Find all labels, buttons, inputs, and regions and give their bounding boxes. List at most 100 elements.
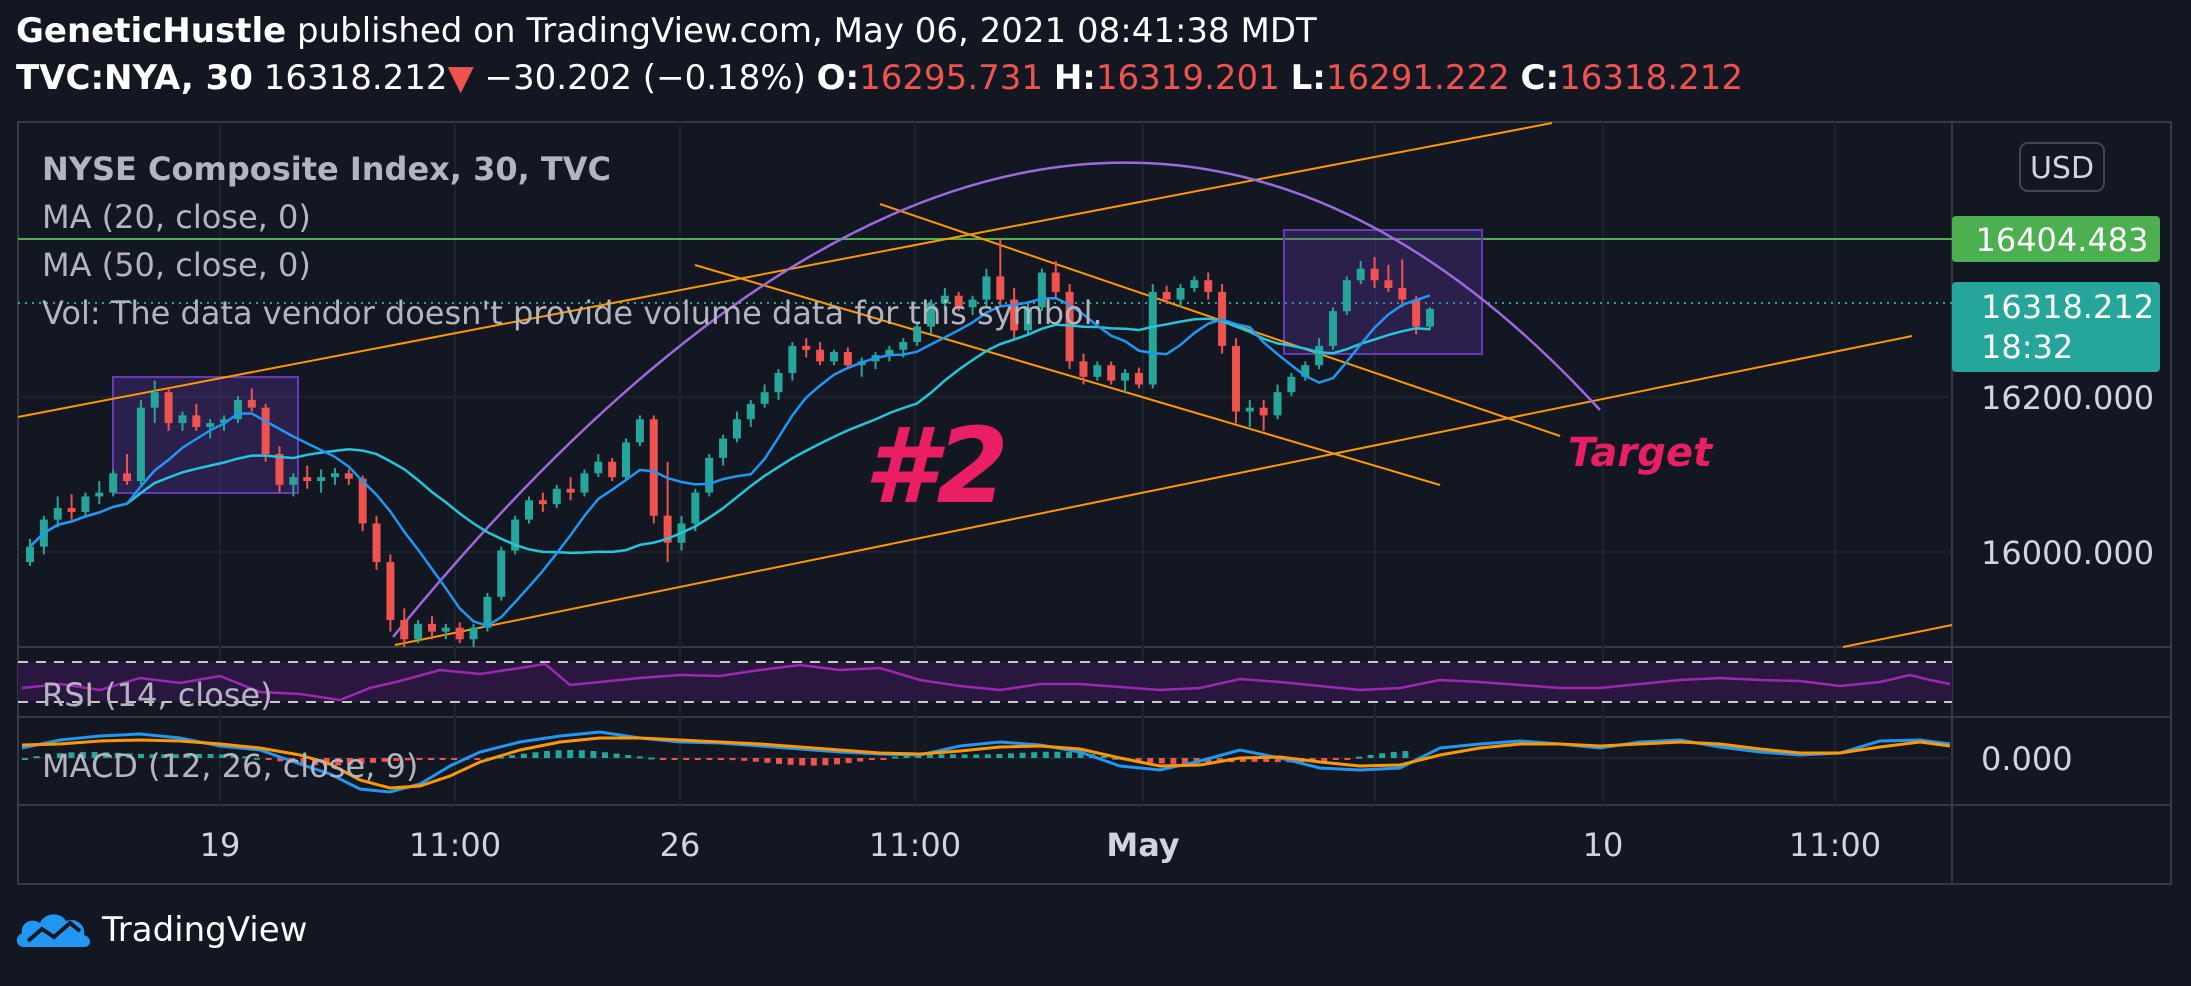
target-label[interactable]: Target: [1568, 430, 1714, 476]
candle-body[interactable]: [649, 419, 658, 516]
candle-body[interactable]: [427, 623, 436, 632]
candle-body[interactable]: [247, 399, 256, 408]
volume-legend[interactable]: Vol: The data vendor doesn't provide vol…: [42, 294, 1103, 332]
candle-body[interactable]: [303, 477, 312, 482]
candle-body[interactable]: [220, 419, 229, 424]
candle-body[interactable]: [1259, 407, 1268, 416]
candle-body[interactable]: [53, 508, 62, 520]
candle-body[interactable]: [150, 392, 159, 408]
candle-body[interactable]: [538, 500, 547, 505]
candle-body[interactable]: [663, 515, 672, 543]
candle-body[interactable]: [982, 276, 991, 300]
candle-body[interactable]: [1204, 280, 1213, 292]
candle-body[interactable]: [954, 295, 963, 308]
consolidation-box-right[interactable]: [1283, 229, 1483, 355]
candle-body[interactable]: [81, 496, 90, 512]
candle-body[interactable]: [1093, 365, 1102, 377]
candle-body[interactable]: [1287, 376, 1296, 393]
candle-body[interactable]: [1342, 280, 1351, 312]
ma50-legend[interactable]: MA (50, close, 0): [42, 246, 311, 284]
candle-body[interactable]: [164, 392, 173, 424]
candle-body[interactable]: [552, 488, 561, 505]
candle-body[interactable]: [691, 492, 700, 524]
candle-body[interactable]: [719, 438, 728, 458]
candle-body[interactable]: [760, 392, 769, 404]
candle-body[interactable]: [1134, 372, 1143, 385]
candle-body[interactable]: [289, 477, 298, 485]
candle-body[interactable]: [913, 326, 922, 343]
candle-body[interactable]: [233, 399, 242, 420]
candle-body[interactable]: [926, 303, 935, 327]
candle-body[interactable]: [123, 473, 132, 482]
candle-body[interactable]: [788, 345, 797, 373]
candle-body[interactable]: [1148, 291, 1157, 385]
rsi-legend[interactable]: RSI (14, close): [42, 676, 273, 714]
candle-body[interactable]: [1121, 372, 1130, 381]
candle-body[interactable]: [1024, 307, 1033, 331]
candle-body[interactable]: [594, 461, 603, 474]
candle-body[interactable]: [206, 423, 215, 427]
candle-body[interactable]: [1370, 268, 1379, 281]
candle-body[interactable]: [441, 627, 450, 632]
candle-body[interactable]: [26, 546, 34, 563]
candle-body[interactable]: [802, 345, 811, 350]
candle-body[interactable]: [109, 473, 118, 493]
candle-body[interactable]: [1079, 361, 1088, 377]
author-name[interactable]: GeneticHustle: [16, 11, 287, 51]
candle-body[interactable]: [525, 500, 534, 520]
candle-body[interactable]: [1412, 299, 1421, 327]
candle-body[interactable]: [1273, 392, 1282, 416]
candle-body[interactable]: [885, 349, 894, 356]
candle-body[interactable]: [455, 627, 464, 640]
tradingview-logo[interactable]: TradingView: [14, 907, 307, 953]
candle-body[interactable]: [1315, 345, 1324, 366]
candle-body[interactable]: [843, 352, 852, 366]
candle-body[interactable]: [816, 349, 825, 362]
candle-body[interactable]: [746, 403, 755, 420]
macd-legend[interactable]: MACD (12, 26, close, 9): [42, 747, 418, 785]
candle-body[interactable]: [511, 519, 520, 551]
candle-body[interactable]: [192, 415, 201, 427]
candle-body[interactable]: [483, 596, 492, 628]
candle-body[interactable]: [178, 415, 187, 424]
candle-body[interactable]: [469, 627, 478, 640]
ma20-legend[interactable]: MA (20, close, 0): [42, 198, 311, 236]
candle-body[interactable]: [1190, 280, 1199, 288]
candle-body[interactable]: [317, 477, 326, 482]
candle-body[interactable]: [829, 352, 838, 362]
wave-label[interactable]: #2: [864, 405, 1009, 527]
candle-body[interactable]: [95, 492, 104, 497]
candle-body[interactable]: [136, 407, 145, 482]
candle-body[interactable]: [1176, 287, 1185, 300]
candle-body[interactable]: [497, 550, 506, 597]
candle-body[interactable]: [358, 478, 367, 524]
candle-body[interactable]: [635, 419, 644, 443]
candle-body[interactable]: [372, 523, 381, 563]
candle-body[interactable]: [1398, 287, 1407, 300]
candle-body[interactable]: [1384, 280, 1393, 288]
candle-body[interactable]: [261, 407, 270, 454]
candle-body[interactable]: [1356, 268, 1365, 281]
candle-body[interactable]: [899, 342, 908, 350]
candle-body[interactable]: [400, 619, 409, 640]
candle-body[interactable]: [1245, 407, 1254, 412]
candle-body[interactable]: [1107, 365, 1116, 381]
candle-body[interactable]: [566, 488, 575, 493]
candle-body[interactable]: [1426, 308, 1434, 327]
candle-body[interactable]: [996, 276, 1005, 300]
candle-body[interactable]: [940, 295, 949, 304]
candle-body[interactable]: [414, 623, 423, 640]
candle-body[interactable]: [1328, 311, 1337, 346]
candle-body[interactable]: [1162, 291, 1171, 300]
candle-body[interactable]: [275, 453, 284, 485]
candle-body[interactable]: [774, 372, 783, 393]
candle-body[interactable]: [580, 473, 589, 493]
candle-body[interactable]: [608, 461, 617, 478]
candle-body[interactable]: [705, 457, 714, 493]
candle-body[interactable]: [1301, 365, 1310, 377]
candle-body[interactable]: [67, 508, 76, 512]
time-axis[interactable]: 19 11:00 26 11:00 May 10 11:00: [200, 826, 1881, 864]
candle-body[interactable]: [1010, 299, 1019, 331]
candle-body[interactable]: [732, 419, 741, 439]
candle-body[interactable]: [1231, 345, 1240, 412]
